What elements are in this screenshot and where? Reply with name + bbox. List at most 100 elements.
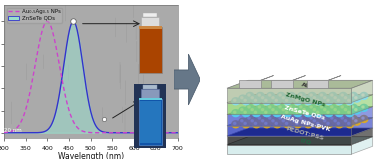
Circle shape	[304, 121, 312, 128]
Circle shape	[355, 120, 357, 122]
Circle shape	[329, 115, 337, 122]
Circle shape	[348, 99, 350, 101]
Circle shape	[265, 111, 267, 113]
Circle shape	[344, 97, 347, 99]
Polygon shape	[271, 80, 293, 88]
Circle shape	[320, 106, 323, 108]
Circle shape	[232, 98, 240, 105]
Bar	[139, 26, 161, 29]
Polygon shape	[271, 76, 305, 88]
Circle shape	[308, 92, 316, 99]
Circle shape	[289, 106, 291, 108]
Circle shape	[288, 104, 295, 111]
Circle shape	[335, 121, 343, 128]
Circle shape	[258, 117, 260, 119]
Circle shape	[342, 107, 350, 114]
Circle shape	[300, 106, 302, 108]
Circle shape	[350, 92, 358, 99]
Circle shape	[258, 94, 260, 96]
Circle shape	[319, 115, 326, 122]
Circle shape	[279, 94, 281, 96]
Circle shape	[331, 117, 333, 119]
Circle shape	[315, 121, 322, 128]
Circle shape	[249, 107, 257, 114]
Circle shape	[296, 111, 298, 113]
Polygon shape	[352, 95, 373, 114]
Text: Al: Al	[301, 83, 309, 89]
Circle shape	[300, 117, 302, 119]
Text: PEDOT:PSS: PEDOT:PSS	[285, 126, 325, 141]
Circle shape	[275, 111, 277, 113]
Circle shape	[355, 97, 357, 99]
Polygon shape	[227, 136, 352, 145]
Circle shape	[282, 120, 285, 122]
Circle shape	[251, 109, 253, 111]
Circle shape	[308, 104, 316, 111]
Bar	[143, 85, 157, 89]
Circle shape	[324, 97, 326, 99]
Circle shape	[241, 97, 243, 99]
Circle shape	[310, 106, 312, 108]
Circle shape	[315, 98, 322, 105]
Circle shape	[239, 107, 247, 114]
Text: 20 nm: 20 nm	[5, 128, 22, 133]
Circle shape	[346, 98, 354, 105]
Circle shape	[288, 115, 295, 122]
Circle shape	[316, 122, 319, 124]
Legend: Au₀.₅Ag₀.₅ NPs, ZnSeTe QDs: Au₀.₅Ag₀.₅ NPs, ZnSeTe QDs	[6, 7, 62, 23]
Circle shape	[262, 120, 264, 122]
Circle shape	[325, 98, 333, 105]
Circle shape	[248, 106, 250, 108]
Circle shape	[296, 99, 298, 101]
Circle shape	[277, 104, 285, 111]
Circle shape	[342, 118, 350, 125]
Circle shape	[311, 107, 319, 114]
Circle shape	[256, 92, 264, 99]
Circle shape	[324, 109, 326, 111]
Circle shape	[355, 109, 357, 111]
Circle shape	[253, 110, 260, 117]
Polygon shape	[352, 118, 373, 136]
Circle shape	[331, 106, 333, 108]
Circle shape	[273, 110, 281, 117]
Text: ZnSeTe QDs: ZnSeTe QDs	[284, 104, 326, 120]
Circle shape	[239, 118, 247, 125]
Circle shape	[242, 98, 250, 105]
Circle shape	[239, 95, 247, 102]
Circle shape	[254, 122, 257, 124]
Circle shape	[258, 106, 260, 108]
Circle shape	[306, 111, 308, 113]
Circle shape	[277, 115, 285, 122]
Bar	[143, 13, 157, 17]
Polygon shape	[239, 76, 274, 88]
Circle shape	[353, 118, 361, 125]
Circle shape	[272, 109, 274, 111]
Circle shape	[267, 104, 274, 111]
Circle shape	[298, 92, 306, 99]
Circle shape	[285, 111, 288, 113]
Polygon shape	[227, 107, 373, 114]
Circle shape	[272, 97, 274, 99]
Circle shape	[315, 110, 322, 117]
Circle shape	[280, 107, 288, 114]
Circle shape	[322, 95, 330, 102]
Circle shape	[260, 95, 268, 102]
Polygon shape	[352, 128, 373, 145]
Circle shape	[352, 94, 354, 96]
Circle shape	[360, 104, 368, 111]
Circle shape	[344, 120, 347, 122]
Polygon shape	[227, 126, 352, 136]
Circle shape	[334, 97, 336, 99]
Circle shape	[313, 97, 316, 99]
Circle shape	[246, 104, 254, 111]
Circle shape	[234, 111, 236, 113]
Circle shape	[341, 94, 343, 96]
Circle shape	[265, 99, 267, 101]
Circle shape	[263, 121, 271, 128]
Circle shape	[241, 109, 243, 111]
Circle shape	[260, 118, 268, 125]
Circle shape	[348, 111, 350, 113]
Circle shape	[267, 115, 274, 122]
Circle shape	[301, 107, 309, 114]
Circle shape	[303, 97, 305, 99]
